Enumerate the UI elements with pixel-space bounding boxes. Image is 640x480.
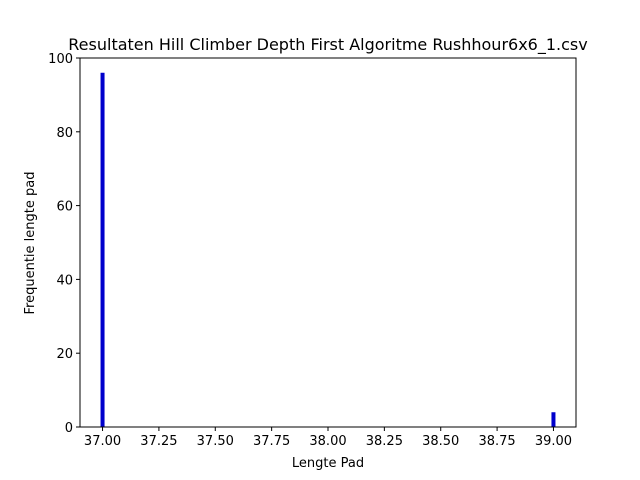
x-tick-label: 37.00 [84,434,121,449]
x-axis-label: Lengte Pad [292,456,364,471]
y-tick-label: 60 [56,200,73,215]
y-tick-label: 40 [56,273,73,288]
y-axis-label: Frequentie lengte pad [23,172,38,315]
y-tick-label: 0 [65,421,73,436]
y-tick-label: 80 [56,126,73,141]
y-axis-ticks: 0 20 40 60 80 100 [48,52,80,436]
x-tick-label: 38.00 [309,434,346,449]
y-tick-label: 100 [48,52,73,67]
x-tick-label: 38.75 [478,434,515,449]
y-tick-label: 20 [56,347,73,362]
x-tick-label: 39.00 [535,434,572,449]
x-tick-label: 38.25 [366,434,403,449]
bars-group [100,72,556,427]
plot-frame [79,57,577,428]
x-tick-label: 37.25 [140,434,177,449]
bar-1 [551,412,556,427]
x-tick-label: 37.75 [253,434,290,449]
x-axis-ticks: 37.00 37.25 37.50 37.75 38.00 38.25 38.50 38.75… [84,427,572,449]
bar-0 [100,72,105,427]
x-tick-label: 38.50 [422,434,459,449]
x-tick-label: 37.50 [197,434,234,449]
chart-title: Resultaten Hill Climber Depth First Algo… [68,35,587,55]
